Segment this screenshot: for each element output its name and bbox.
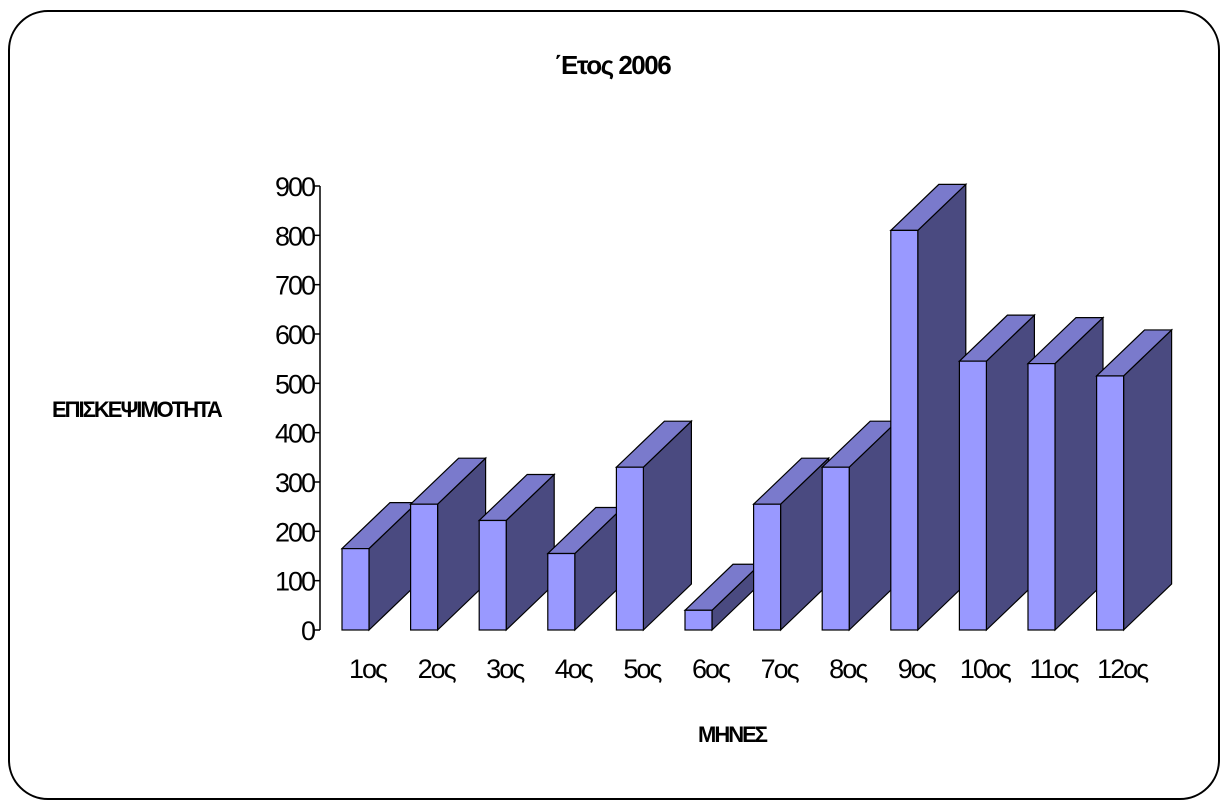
y-tick-label: 600: [275, 320, 315, 350]
x-tick-label: 7ος: [761, 654, 800, 684]
bar-7ος: [752, 456, 831, 632]
bar-side: [985, 313, 1036, 632]
x-tick-label: 1ος: [349, 654, 388, 684]
x-tick-label: 11ος: [1029, 654, 1079, 684]
y-tick-label: 400: [275, 419, 315, 449]
bar-11ος: [1026, 316, 1105, 632]
bar-front: [615, 466, 645, 631]
bar-front: [752, 503, 782, 631]
x-tick-label: 6ος: [692, 654, 731, 684]
bar-front: [1027, 363, 1056, 631]
bar-4ος: [546, 506, 625, 632]
bar-2ος: [409, 456, 488, 632]
y-axis-title: ΕΠΙΣΚΕΨΙΜΟΤΗΤΑ: [52, 397, 223, 422]
bar-6ος: [683, 562, 762, 632]
x-tick-label: 12ος: [1097, 654, 1149, 684]
bar-front: [821, 466, 850, 631]
bar-front: [478, 519, 507, 631]
x-tick-label: 2ος: [418, 654, 457, 684]
bar-side: [1122, 328, 1173, 632]
bar-9ος: [889, 182, 968, 632]
bar-front: [684, 609, 713, 631]
y-tick-label: 300: [275, 468, 315, 498]
bar-front: [341, 547, 370, 631]
y-tick-label: 700: [275, 271, 315, 301]
bar-1ος: [340, 501, 419, 632]
bar-side: [1054, 316, 1104, 632]
x-tick-label: 4ος: [555, 654, 594, 684]
x-tick-label: 3ος: [486, 654, 525, 684]
y-tick-label: 100: [275, 567, 315, 597]
bars: [340, 182, 1174, 632]
chart-title: ΄Ετος 2006: [554, 50, 671, 80]
y-tick-label: 900: [275, 172, 315, 202]
bar-5ος: [614, 419, 693, 632]
bar-3ος: [477, 473, 556, 632]
y-tick-label: 800: [275, 221, 315, 251]
bar-10ος: [957, 313, 1036, 632]
x-tick-label: 10ος: [960, 654, 1012, 684]
x-tick-label: 5ος: [623, 654, 662, 684]
y-tick-label: 200: [275, 517, 315, 547]
bar-front: [410, 503, 439, 631]
x-tick-label: 9ος: [898, 654, 937, 684]
x-axis-title: ΜΗΝΕΣ: [698, 722, 768, 747]
bar-side: [917, 182, 967, 632]
bar-front: [890, 229, 919, 631]
y-tick-label: 500: [275, 369, 315, 399]
bar-front: [547, 552, 576, 631]
x-axis-ticks: 1ος 2ος 3ος 4ος 5ος 6ος 7ος 8ος 9ος 10ος 11ος 12ος: [349, 654, 1151, 684]
bar-front: [1095, 375, 1125, 631]
bar-front: [958, 360, 988, 631]
y-tick-label: 0: [301, 616, 315, 646]
y-axis: 0 100 200 300 400 500 600 700 800 900: [275, 172, 321, 646]
bar-8ος: [820, 419, 899, 632]
bar-12ος: [1095, 328, 1174, 632]
x-tick-label: 8ος: [829, 654, 868, 684]
